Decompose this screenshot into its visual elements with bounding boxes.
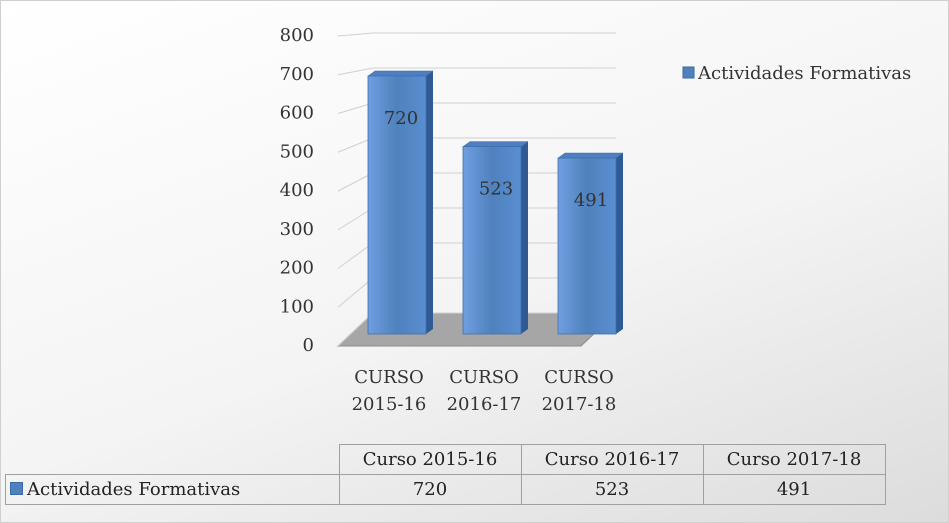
table-row: Actividades Formativas 720 523 491 [5, 474, 886, 505]
y-tick-label: 100 [280, 296, 314, 317]
series-name: Actividades Formativas [27, 479, 241, 500]
table-value: 720 [338, 474, 522, 505]
y-tick-label: 600 [280, 103, 314, 124]
grid-line-side [337, 137, 374, 153]
legend-key [10, 482, 23, 495]
bar [367, 75, 427, 335]
x-tick-label: CURSO 2017-18 [542, 367, 617, 415]
bar-side [426, 70, 433, 334]
legend-label: Actividades Formativas [697, 63, 911, 84]
chart: 0 100 200 300 400 500 600 700 800 720 CURSO 2015-16… [280, 25, 912, 415]
y-tick-label: 500 [280, 141, 314, 162]
bar-top [557, 152, 624, 159]
bar-side [616, 153, 623, 334]
table-column-header: Curso 2017-18 [702, 444, 886, 475]
table-row-header: Actividades Formativas [5, 474, 340, 505]
bar-side [521, 141, 528, 334]
y-tick-label: 200 [280, 258, 314, 279]
grid-line-side [337, 277, 374, 308]
table-value: 491 [702, 474, 886, 505]
table-column-header: Curso 2015-16 [338, 444, 522, 475]
table-value: 523 [520, 474, 704, 505]
y-tick-label: 0 [303, 335, 314, 356]
bar [462, 146, 522, 335]
bar [557, 157, 617, 335]
table-column-header: Curso 2016-17 [520, 444, 704, 475]
legend-key [682, 66, 695, 79]
data-label: 720 [384, 108, 418, 129]
table-corner [6, 445, 340, 475]
grid-line-side [337, 172, 374, 192]
grid-line-side [337, 67, 374, 76]
y-tick-label: 800 [280, 25, 314, 46]
data-label: 523 [479, 179, 513, 200]
x-tick-label: CURSO 2016-17 [447, 367, 522, 415]
grid-line-side [337, 102, 374, 114]
bar-top [462, 141, 529, 147]
table-header-row: Curso 2015-16 Curso 2016-17 Curso 2017-1… [6, 444, 886, 475]
grid-line-side [337, 32, 374, 37]
data-label: 491 [574, 190, 608, 211]
grid-line-side [337, 312, 374, 347]
y-tick-label: 400 [280, 180, 314, 201]
grid-line-side [337, 207, 374, 231]
y-tick-label: 300 [280, 219, 314, 240]
bar-top [367, 70, 434, 77]
data-table: Curso 2015-16 Curso 2016-17 Curso 2017-1… [5, 444, 886, 505]
x-tick-label: CURSO 2015-16 [352, 367, 427, 415]
grid-line-side [337, 242, 374, 269]
y-tick-label: 700 [280, 64, 314, 85]
